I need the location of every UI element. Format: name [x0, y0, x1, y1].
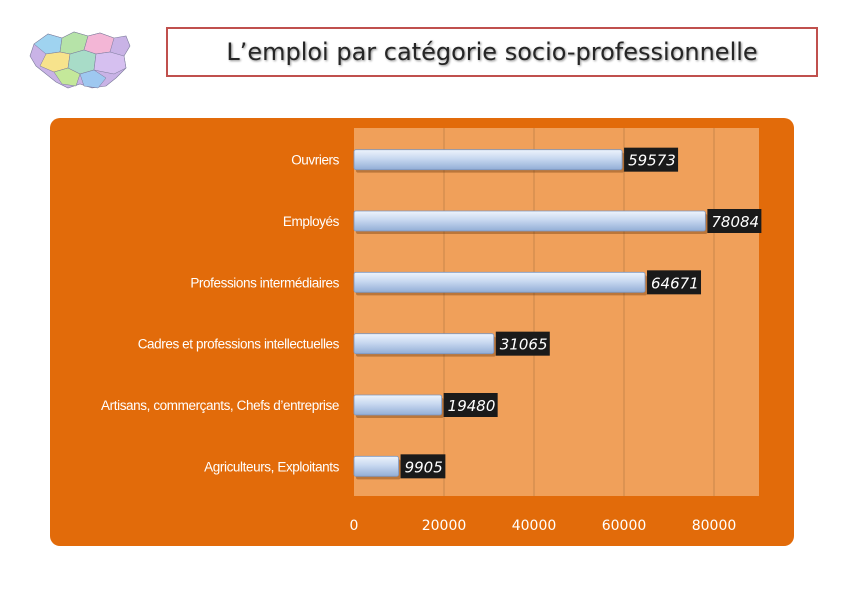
data-label-4: 19480 — [448, 397, 496, 415]
data-label-3: 31065 — [500, 336, 548, 354]
x-tick-label-40000: 40000 — [512, 518, 557, 534]
data-label-bg-1 — [707, 209, 762, 233]
bar-1 — [353, 210, 706, 232]
bar-5 — [353, 455, 399, 477]
category-label-3: Cadres et professions intellectuelles — [138, 337, 340, 352]
data-label-bg-5 — [400, 454, 446, 479]
data-label-5: 9905 — [405, 458, 443, 476]
data-label-bg-4 — [443, 393, 498, 417]
bar-3 — [353, 333, 495, 355]
x-tick-label-0: 0 — [350, 518, 359, 534]
category-label-4: Artisans, commerçants, Chefs d’entrepris… — [101, 398, 339, 413]
page-title: L’emploi par catégorie socio-professionn… — [226, 38, 758, 66]
data-label-0: 59573 — [628, 152, 676, 170]
title-box: L’emploi par catégorie socio-professionn… — [166, 27, 818, 77]
x-tick-label-20000: 20000 — [422, 518, 467, 534]
x-tick-label-60000: 60000 — [602, 518, 647, 534]
data-label-bg-3 — [495, 331, 550, 356]
bar-4 — [353, 394, 443, 416]
x-tick-label-80000: 80000 — [692, 518, 737, 534]
bar-chart: 0 20000 40000 60000 80000 Ouvriers 59573 Employ… — [101, 128, 762, 534]
chart-panel: 0 20000 40000 60000 80000 Ouvriers 59573 Employ… — [50, 118, 794, 546]
category-label-0: Ouvriers — [291, 153, 339, 168]
data-label-1: 78084 — [711, 213, 759, 231]
category-label-5: Agriculteurs, Exploitants — [204, 459, 339, 474]
category-label-2: Professions intermédiaires — [190, 275, 339, 290]
category-label-1: Employés — [283, 214, 340, 229]
bar-2 — [353, 271, 646, 293]
bar-0 — [353, 149, 623, 171]
region-map-logo — [29, 31, 131, 89]
data-label-bg-0 — [624, 147, 679, 172]
data-label-bg-2 — [647, 270, 702, 295]
plot-area — [354, 128, 759, 496]
data-label-2: 64671 — [651, 274, 699, 292]
